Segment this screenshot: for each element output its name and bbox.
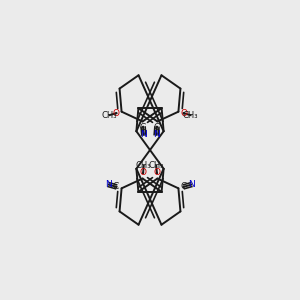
Text: CH₃: CH₃: [102, 111, 117, 120]
Text: CH₃: CH₃: [136, 161, 152, 170]
Text: O: O: [153, 168, 161, 177]
Text: N: N: [153, 130, 160, 139]
Text: N: N: [105, 180, 112, 189]
Text: O: O: [140, 168, 147, 177]
Text: N: N: [140, 130, 147, 139]
Text: C: C: [181, 182, 187, 191]
Text: C: C: [154, 123, 160, 132]
Text: C: C: [140, 123, 146, 132]
Text: CH₃: CH₃: [148, 161, 164, 170]
Text: C: C: [113, 182, 119, 191]
Text: N: N: [188, 180, 195, 189]
Text: O: O: [112, 109, 119, 118]
Text: O: O: [181, 109, 188, 118]
Text: CH₃: CH₃: [183, 111, 198, 120]
